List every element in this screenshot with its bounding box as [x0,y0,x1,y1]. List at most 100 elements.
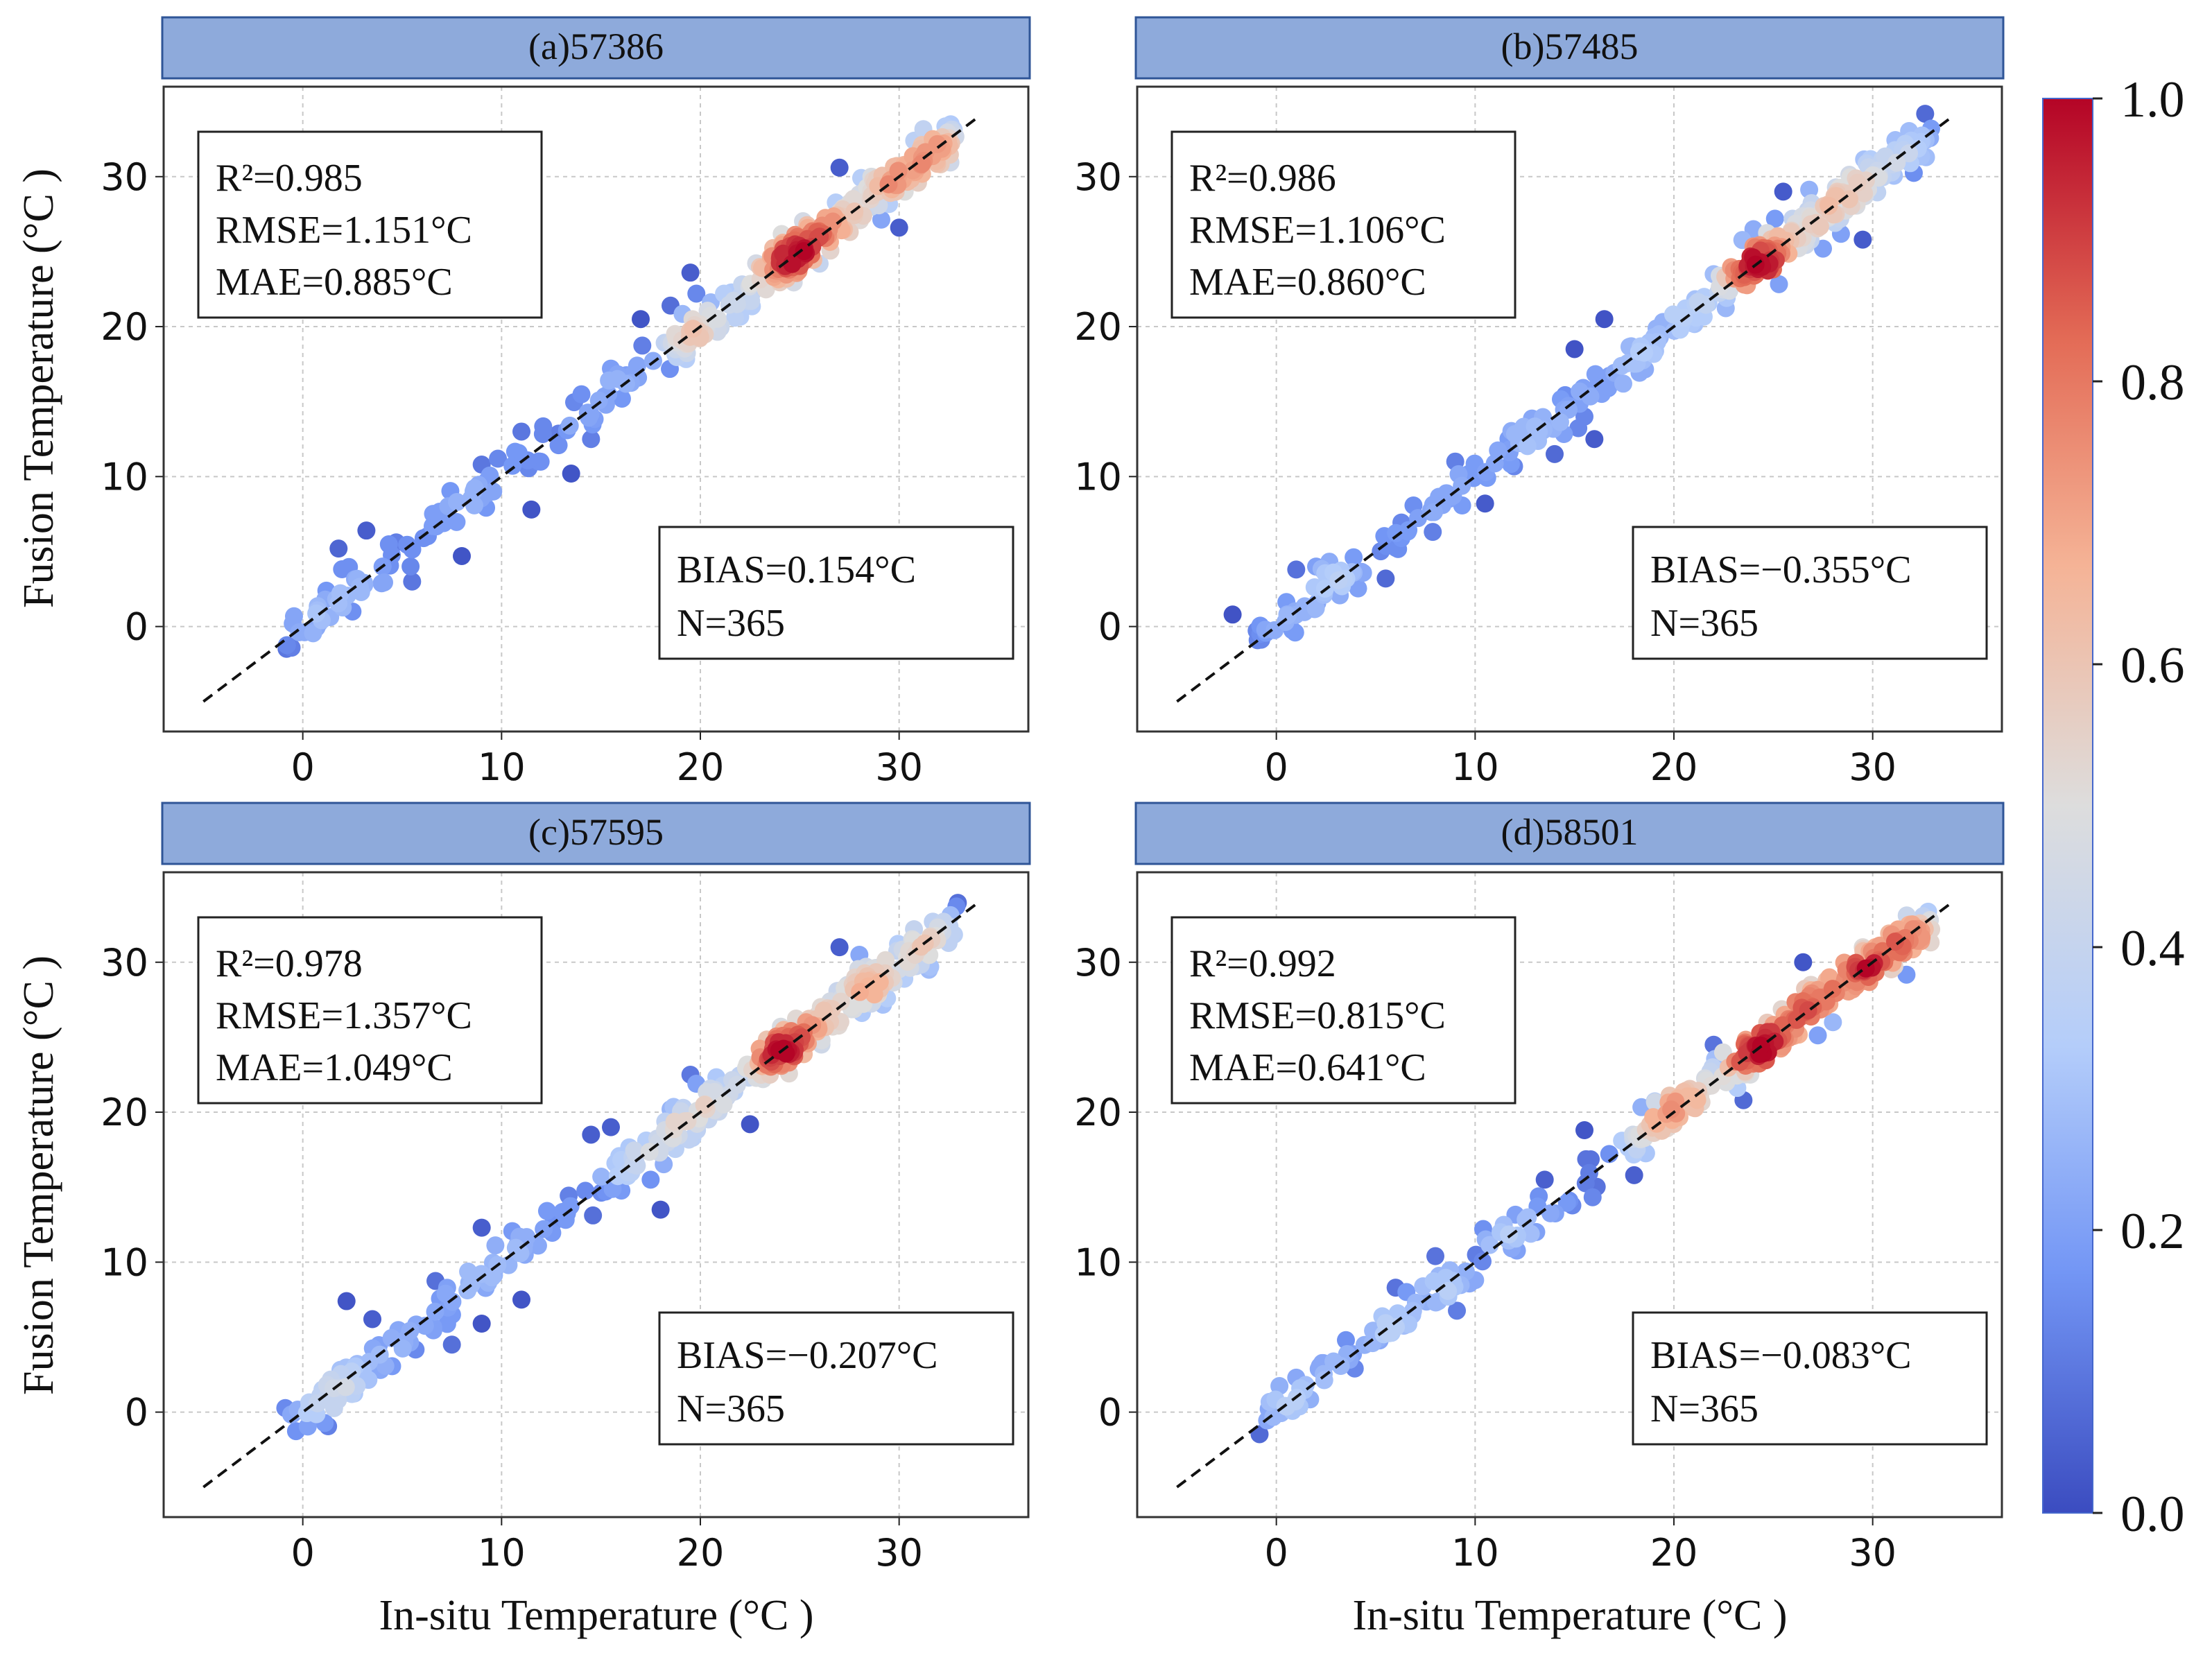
y-axis-label-top: Fusion Temperature (°C ) [15,168,62,608]
x-tick-label: 30 [1849,745,1896,789]
scatter-point [612,389,631,408]
scatter-point [695,1096,714,1114]
colorbar-tick-label: 1.0 [2120,71,2185,128]
scatter-point [1287,560,1306,579]
panel-title: (a)57386 [528,26,664,67]
y-tick-label: 20 [101,305,148,349]
y-tick-label: 30 [101,155,148,199]
scatter-point [913,155,931,173]
panel-title-bar [161,16,1031,80]
scatter-point [1448,1301,1467,1320]
stat-rmse: RMSE=1.357°C [216,994,472,1037]
scatter-point [472,1265,491,1283]
stat-mae: MAE=0.860°C [1189,261,1426,304]
scatter-point [331,584,349,603]
scatter-point [1557,1193,1576,1212]
panel-title-bar [1134,16,2005,80]
scatter-point [512,422,530,441]
scatter-point [1575,1121,1593,1139]
panel-title: (d)58501 [1501,811,1639,853]
x-tick-label: 0 [1264,1531,1288,1575]
colorbar-gradient [2042,98,2093,1514]
scatter-point [876,951,895,969]
scatter-point [890,218,908,237]
colorbar: 0.0 0.2 0.4 0.6 0.8 1.0 [2042,71,2185,1543]
scatter-point [1583,1188,1602,1206]
scatter-point [511,1244,530,1263]
colorbar-tick-label: 0.4 [2120,920,2185,977]
x-tick-label: 30 [875,745,923,789]
stat-r2: R²=0.992 [1189,942,1336,985]
scatter-point [1577,1150,1596,1168]
stat-mae: MAE=1.049°C [216,1046,453,1089]
y-axis-label-bottom: Fusion Temperature (°C ) [15,955,62,1395]
scatter-point [830,158,849,177]
scatter-point [1345,548,1363,566]
scatter-point [1505,424,1524,443]
scatter-point [333,560,352,579]
scatter-point [872,210,890,229]
scatter-point [1848,173,1867,192]
y-tick-label: 20 [1074,1091,1122,1134]
scatter-point [830,938,849,957]
scatter-point [1521,1224,1540,1243]
scatter-point [403,572,422,591]
scatter-point [708,309,727,328]
scatter-point [512,1290,530,1309]
scatter-point [337,1292,356,1310]
scatter-point [1774,182,1792,201]
scatter-point [1500,1225,1519,1244]
scatter-point [443,1292,462,1311]
y-tick-label: 20 [101,1091,148,1134]
scatter-point [472,1218,491,1237]
scatter-point [1794,953,1813,971]
panel-3: (c)57595 0 10 20 30 0 10 20 30 R²=0.978 RMSE=1.357… [101,802,1031,1575]
panel-title: (b)57485 [1501,26,1639,67]
scatter-point [1800,180,1819,199]
stat-mae: MAE=0.885°C [216,261,453,304]
x-tick-label: 20 [1650,1531,1698,1575]
x-tick-label: 0 [291,1531,314,1575]
plot-frame [162,85,1030,733]
colorbar-tick-label: 0.2 [2120,1203,2185,1260]
stat-bias: BIAS=−0.355°C [1650,548,1912,591]
stat-rmse: RMSE=1.106°C [1189,209,1446,252]
x-tick-label: 10 [1451,745,1499,789]
scatter-point [592,1168,611,1186]
scatter-point [1331,1357,1350,1376]
stat-n: N=365 [677,1387,785,1430]
scatter-point [1625,1166,1643,1184]
scatter-point [1480,1236,1499,1254]
scatter-point [1399,522,1417,541]
scatter-point [1565,340,1584,358]
scatter-point [1808,1026,1827,1045]
x-tick-label: 30 [1849,1531,1896,1575]
scatter-point [1376,569,1395,588]
panel-1: (a)57386 0 10 20 30 0 10 20 30 R²=0.985 RMSE=1.151… [101,16,1031,789]
x-tick-label: 10 [478,1531,526,1575]
scatter-point [1517,1211,1535,1229]
scatter-point [522,500,541,519]
scatter-point [584,1206,603,1224]
scatter-point [329,539,348,558]
scatter-point [438,1315,456,1333]
stat-bias: BIAS=−0.083°C [1650,1334,1912,1377]
scatter-point [304,624,322,643]
scatter-point [714,1095,733,1114]
scatter-point [865,985,883,1004]
x-axis-label-right: In-situ Temperature (°C ) [1352,1592,1787,1639]
scatter-point [1885,933,1904,951]
scatter-point [580,408,598,427]
scatter-point [506,442,524,461]
scatter-point [372,574,391,593]
scatter-point [1223,605,1242,624]
scatter-points [1223,105,1940,650]
panel-4: (d)58501 0 10 20 30 0 10 20 30 R²=0.992 RMSE=0.815… [1074,802,2005,1575]
scatter-point [1820,196,1838,215]
scatter-point [336,1378,355,1396]
scatter-point [442,1335,461,1354]
bias-box [658,526,1014,660]
x-tick-label: 20 [677,745,725,789]
scatter-point [350,578,369,596]
